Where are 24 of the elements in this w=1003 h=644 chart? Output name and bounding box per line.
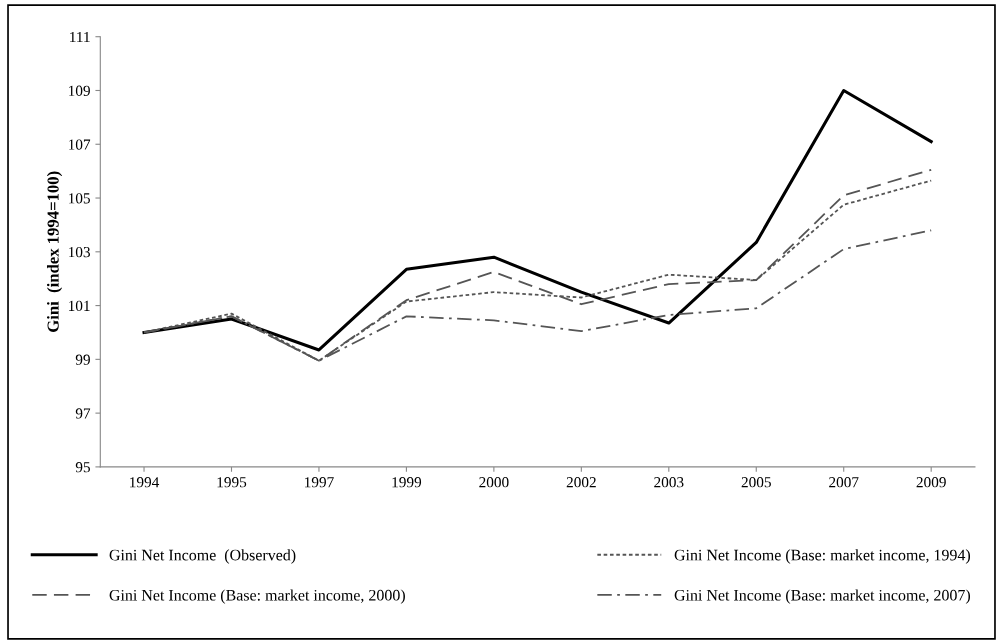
y-tick-label: 109 — [69, 85, 90, 96]
x-tick-label: 1999 — [392, 477, 422, 488]
legend-label: Gini Net Income (Base: market income, 1994) — [674, 549, 971, 564]
x-tick-label: 2002 — [566, 477, 596, 488]
y-axis-title: Gini (index 1994=100) — [46, 171, 63, 332]
x-tick-label: 1997 — [305, 477, 334, 488]
x-tick-label: 2007 — [829, 477, 859, 488]
y-tick-label: 111 — [70, 31, 90, 43]
y-tick-label: 99 — [75, 354, 90, 365]
y-tick-label: 101 — [69, 300, 90, 312]
legend-label: Gini Net Income (Observed) — [109, 549, 296, 564]
y-tick-label: 105 — [69, 193, 90, 204]
y-tick-label: 103 — [69, 246, 90, 258]
x-tick-label: 2009 — [916, 477, 946, 488]
legend-label: Gini Net Income (Base: market income, 2000) — [109, 589, 405, 604]
x-tick-label: 2000 — [479, 477, 509, 488]
y-tick-label: 97 — [75, 408, 91, 419]
legend-label: Gini Net Income (Base: market income, 2007) — [674, 589, 971, 604]
x-tick-label: 1994 — [130, 477, 160, 488]
y-tick-label: 107 — [69, 139, 91, 150]
x-tick-label: 2005 — [741, 477, 771, 488]
x-tick-label: 2003 — [654, 477, 684, 488]
y-tick-label: 95 — [75, 462, 90, 473]
x-tick-label: 1995 — [217, 477, 247, 488]
